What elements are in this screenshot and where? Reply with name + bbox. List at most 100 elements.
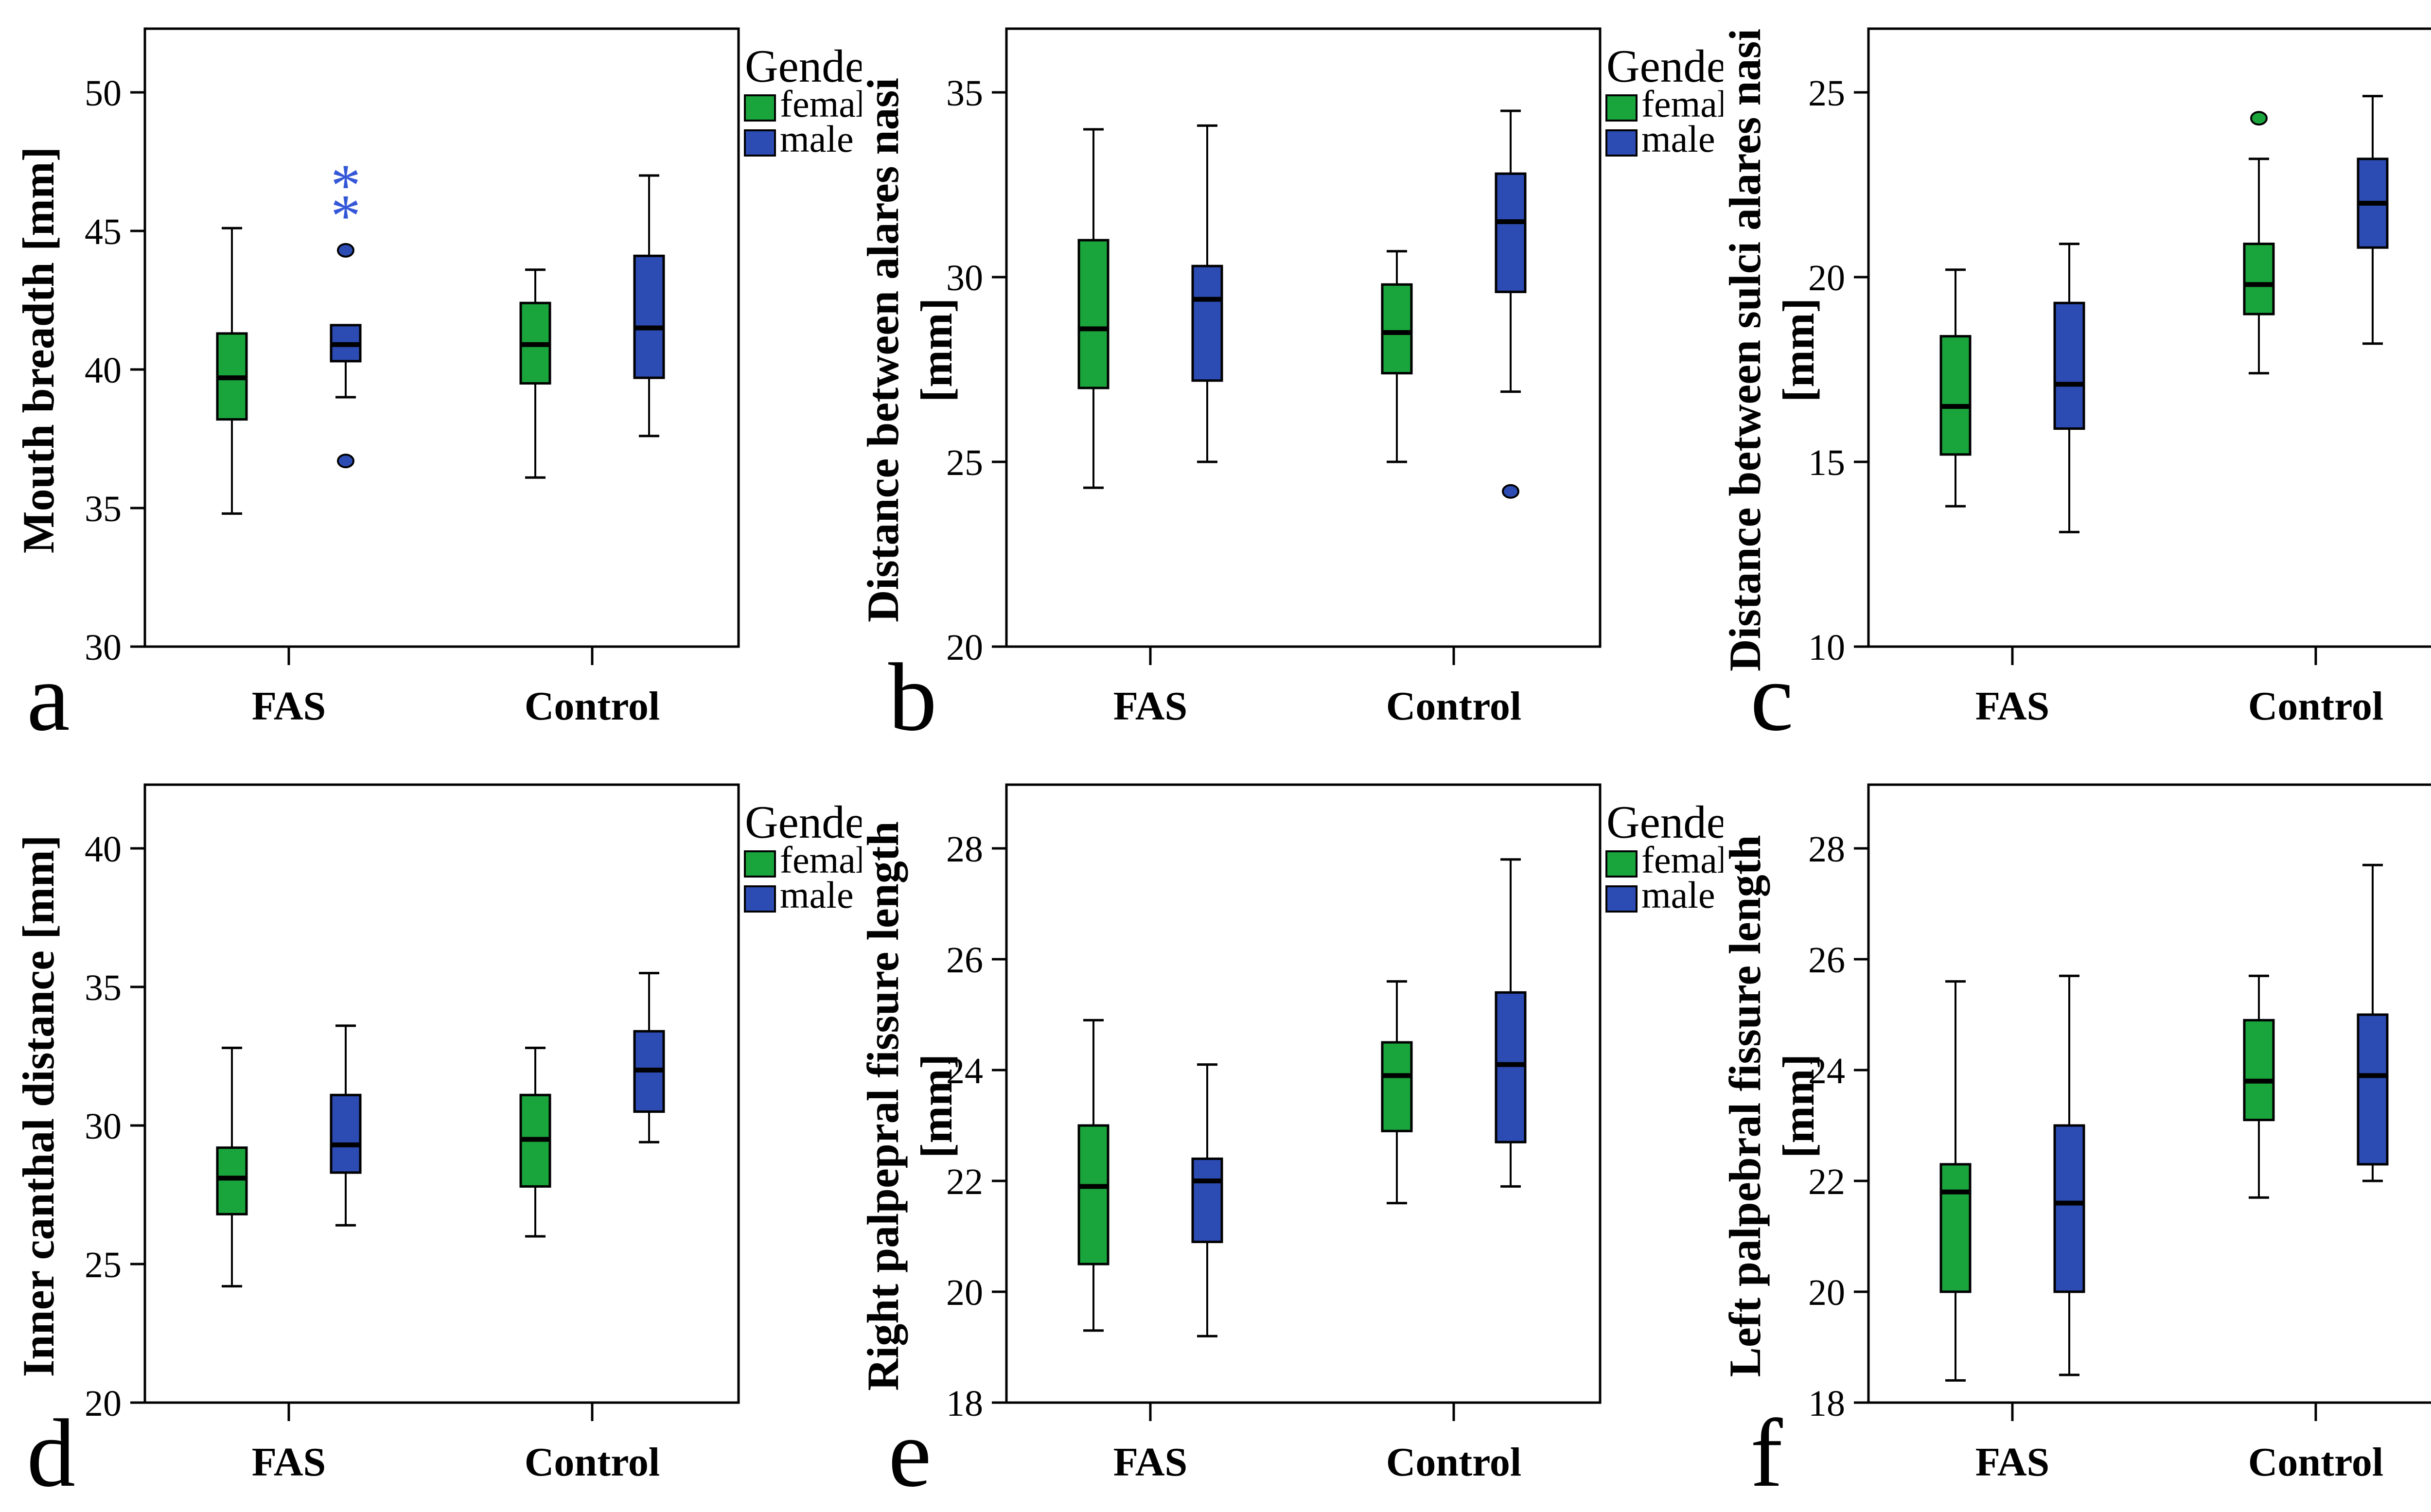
x-category-label: Control	[1386, 1440, 1521, 1485]
outlier-extreme-star: *	[331, 183, 361, 249]
plot-frame	[1867, 783, 2431, 1404]
panel-letter-f: f	[1750, 1400, 1783, 1507]
legend-swatch-female	[744, 94, 776, 122]
boxplot-box-female-FAS	[216, 1146, 248, 1215]
y-tick-label: 22	[1808, 1161, 1845, 1202]
legend-title: Gender	[1606, 40, 1723, 92]
legend-label-male: male	[1641, 118, 1715, 160]
y-tick-label: 30	[85, 627, 122, 668]
y-tick-label: 40	[85, 829, 122, 870]
boxplot-box-male-Control	[1495, 991, 1527, 1143]
y-tick-label: 22	[946, 1161, 983, 1202]
legend-label-female: female	[1641, 839, 1723, 881]
y-tick-label: 18	[1808, 1383, 1845, 1424]
x-category-label: Control	[1386, 684, 1521, 729]
x-category-label: Control	[2248, 1440, 2383, 1485]
y-axis-label: Distance between sulci alares nasi	[1724, 29, 1770, 671]
boxplot-box-male-Control	[1495, 172, 1527, 293]
boxplot-box-female-Control	[1381, 283, 1413, 375]
boxplot-box-female-FAS	[1939, 1163, 1972, 1293]
panel-letter-d: d	[27, 1400, 75, 1507]
boxplot-box-male-FAS	[2053, 1124, 2085, 1293]
panel-e-chart: 18 20 22 24 26 28 Right palpepral fissure leng…	[862, 783, 1723, 1485]
outlier-circle	[1502, 484, 1519, 499]
y-tick-label: 28	[1808, 829, 1845, 870]
y-tick-label: 20	[946, 627, 983, 668]
outlier-circle	[337, 454, 354, 469]
boxplot-box-female-Control	[1381, 1041, 1413, 1132]
y-tick-label: 45	[85, 211, 122, 252]
legend-swatch-male	[744, 129, 776, 157]
x-category-label: FAS	[1113, 1440, 1187, 1485]
panel-b-chart: 20 25 30 35 Distance between alares nasi [mm]…	[862, 27, 1723, 729]
legend-label-female: female	[780, 83, 862, 125]
boxplot-box-female-Control	[2243, 1019, 2275, 1122]
y-tick-label: 35	[85, 489, 122, 529]
legend-title: Gender	[745, 40, 862, 92]
panel-e: 18 20 22 24 26 28 Right palpepral fissure leng…	[862, 756, 1723, 1512]
legend-label-female: female	[1641, 83, 1723, 125]
y-tick-label: 10	[1808, 627, 1845, 668]
boxplot-box-female-Control	[2243, 243, 2275, 316]
y-tick-label: 30	[85, 1106, 122, 1147]
legend-swatch-male	[744, 885, 776, 913]
x-category-label: FAS	[1975, 684, 2049, 729]
boxplot-box-male-Control	[2357, 1013, 2389, 1166]
panel-b: 20 25 30 35 Distance between alares nasi [mm]…	[862, 0, 1723, 756]
y-tick-label: 15	[1808, 442, 1845, 483]
outlier-extreme-star: *	[331, 152, 361, 219]
boxplot-box-male-FAS	[330, 1093, 362, 1174]
outlier-circle	[337, 243, 354, 258]
legend-swatch-female	[1605, 850, 1638, 878]
boxplot-box-female-FAS	[1077, 1124, 1110, 1266]
y-axis-label: [mm]	[912, 298, 961, 403]
panel-letter-e: e	[888, 1400, 932, 1507]
panel-letter-a: a	[27, 644, 70, 751]
x-category-label: Control	[525, 1440, 660, 1485]
panel-a-chart: 30 35 40 45 50 Mouth breadth [mm] FAS Control Ge…	[14, 27, 862, 729]
y-tick-label: 26	[946, 940, 983, 981]
legend-label-female: female	[780, 839, 862, 881]
y-tick-label: 28	[946, 829, 983, 870]
boxplot-box-male-FAS	[2053, 301, 2085, 430]
y-tick-label: 30	[946, 258, 983, 299]
y-tick-label: 24	[946, 1051, 983, 1091]
legend-title: Gender	[745, 796, 862, 848]
legend-label-male: male	[780, 118, 854, 160]
y-tick-label: 24	[1808, 1051, 1845, 1091]
panel-f-chart: 18 20 22 24 26 28 Left palpebral fissure lengt…	[1724, 783, 2431, 1485]
panel-letter-b: b	[888, 644, 937, 751]
legend-title: Gender	[1606, 796, 1723, 848]
y-axis-label: Distance between alares nasi	[862, 78, 908, 622]
y-tick-label: 50	[85, 73, 122, 114]
y-tick-label: 35	[85, 967, 122, 1008]
legend-swatch-male	[1605, 885, 1638, 913]
boxplot-box-female-FAS	[1077, 239, 1110, 389]
panel-c: 10 15 20 25 Distance between sulci alares na…	[1724, 0, 2431, 756]
legend-swatch-female	[744, 850, 776, 878]
panel-a: 30 35 40 45 50 Mouth breadth [mm] FAS Control Ge…	[0, 0, 862, 756]
y-axis-label: [mm]	[1774, 1054, 1823, 1159]
legend-swatch-male	[1605, 129, 1638, 157]
panel-d-chart: 20 25 30 35 40 Inner canthal distance [mm] FAS…	[14, 783, 862, 1485]
y-tick-label: 26	[1808, 940, 1845, 981]
x-category-label: Control	[2248, 684, 2383, 729]
boxplot-box-male-FAS	[1191, 264, 1223, 382]
x-category-label: FAS	[252, 1440, 326, 1485]
y-tick-label: 20	[946, 1272, 983, 1313]
panel-c-chart: 10 15 20 25 Distance between sulci alares na…	[1724, 27, 2431, 729]
y-axis-label: Left palpebral fissure length	[1724, 835, 1770, 1377]
outlier-circle	[2250, 111, 2268, 126]
y-axis-label: Inner canthal distance [mm]	[14, 835, 63, 1377]
boxplot-box-female-FAS	[1939, 335, 1972, 456]
y-axis-label: Right palpepral fissure length	[862, 821, 908, 1390]
y-tick-label: 25	[946, 442, 983, 483]
boxplot-box-male-FAS	[1191, 1157, 1223, 1243]
y-tick-label: 40	[85, 350, 122, 391]
y-tick-label: 18	[946, 1383, 983, 1424]
panel-d: 20 25 30 35 40 Inner canthal distance [mm] FAS…	[0, 756, 862, 1512]
y-tick-label: 20	[1808, 258, 1845, 299]
x-category-label: Control	[525, 684, 660, 729]
boxplot-box-male-Control	[633, 254, 665, 379]
